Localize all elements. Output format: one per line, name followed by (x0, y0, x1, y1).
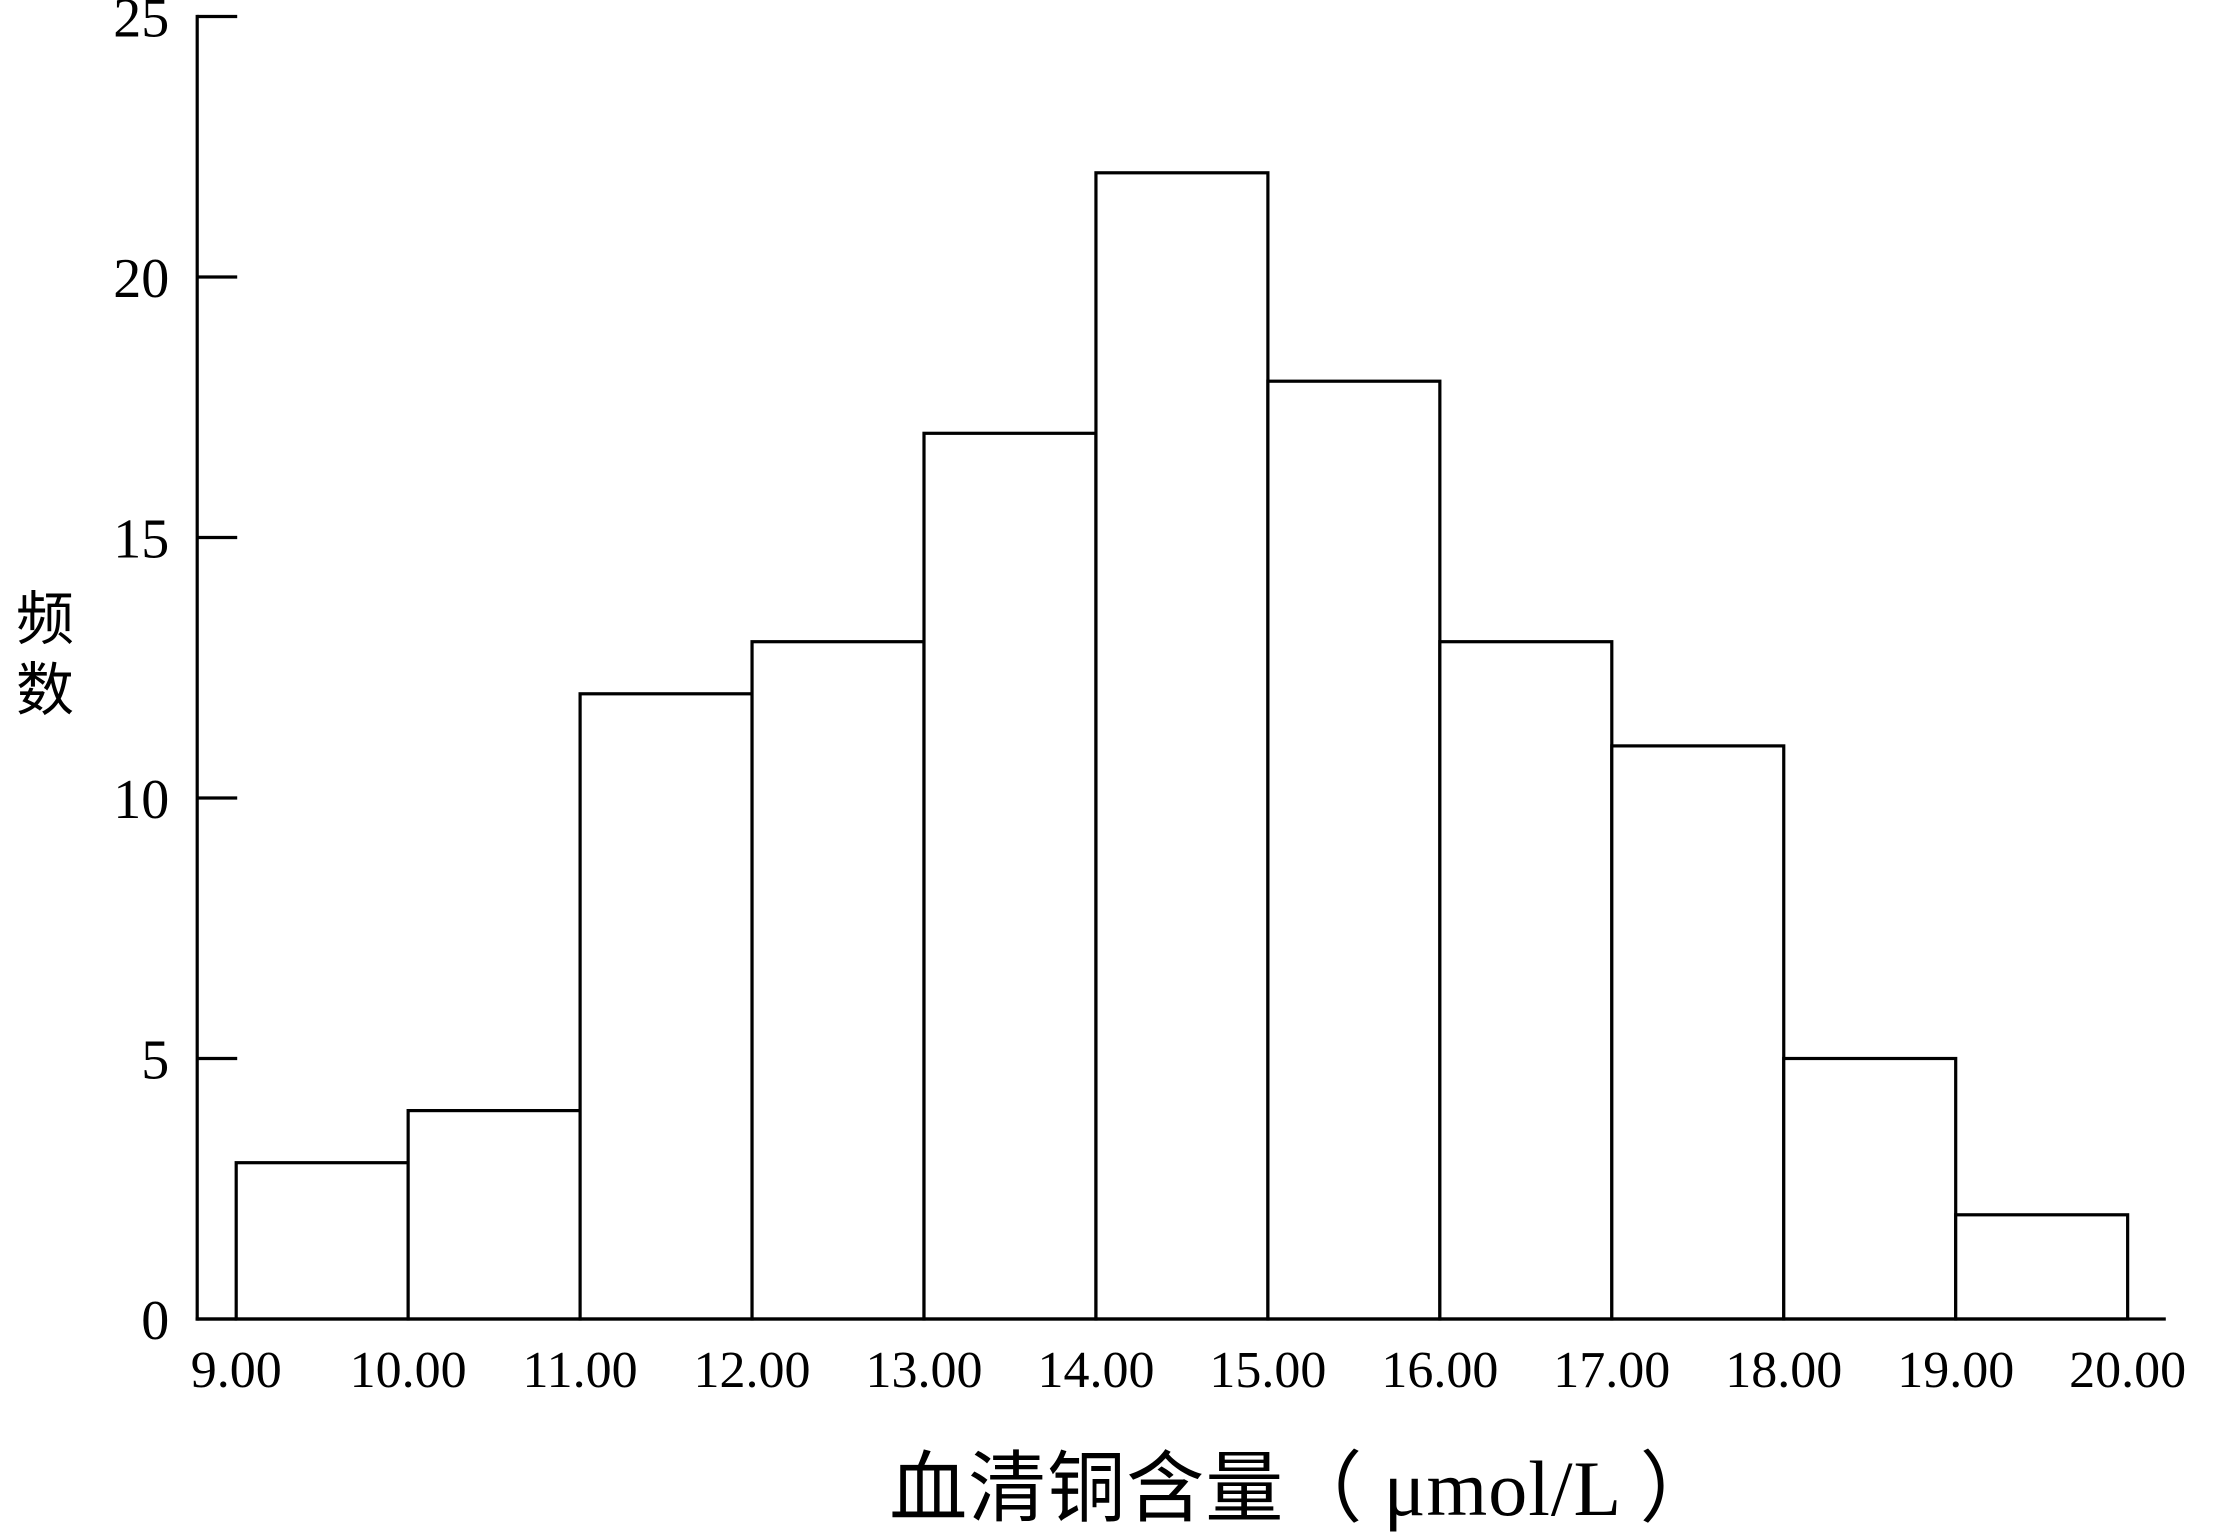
svg-text:18.00: 18.00 (1725, 1342, 1842, 1399)
svg-text:9.00: 9.00 (191, 1342, 282, 1399)
svg-text:15: 15 (113, 509, 169, 571)
svg-text:20: 20 (113, 248, 169, 310)
svg-text:10: 10 (113, 769, 169, 831)
svg-text:17.00: 17.00 (1553, 1342, 1670, 1399)
svg-text:25: 25 (113, 0, 169, 50)
svg-text:5: 5 (141, 1030, 169, 1092)
svg-text:20.00: 20.00 (2069, 1342, 2186, 1399)
svg-text:16.00: 16.00 (1381, 1342, 1498, 1399)
svg-text:12.00: 12.00 (694, 1342, 811, 1399)
svg-text:11.00: 11.00 (523, 1342, 638, 1399)
svg-text:19.00: 19.00 (1897, 1342, 2014, 1399)
svg-text:13.00: 13.00 (866, 1342, 983, 1399)
svg-text:15.00: 15.00 (1209, 1342, 1326, 1399)
svg-text:10.00: 10.00 (350, 1342, 467, 1399)
svg-text:14.00: 14.00 (1037, 1342, 1154, 1399)
svg-text:0: 0 (141, 1290, 169, 1352)
